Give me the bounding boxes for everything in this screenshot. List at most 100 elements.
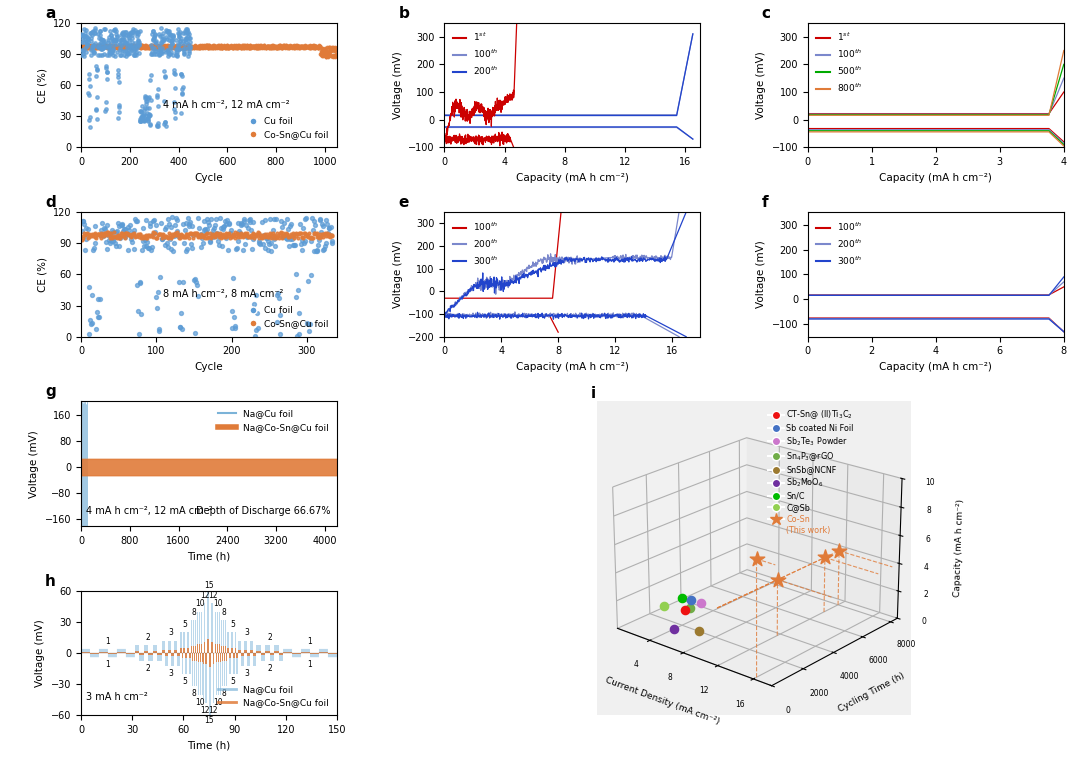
Point	[233, 42, 251, 54]
Point	[248, 40, 266, 52]
Point	[109, 64, 126, 76]
Point	[194, 42, 212, 54]
Point	[153, 231, 171, 244]
Point	[268, 289, 285, 301]
Point	[247, 40, 265, 52]
Point	[100, 234, 118, 247]
Point	[248, 40, 266, 53]
Point	[133, 307, 150, 320]
Point	[178, 228, 195, 240]
Point	[146, 40, 163, 53]
Point	[231, 41, 248, 53]
Point	[289, 40, 307, 53]
Point	[284, 41, 301, 53]
Point	[225, 41, 242, 53]
Point	[108, 40, 124, 52]
Point	[243, 224, 260, 236]
Point	[165, 67, 183, 79]
Point	[251, 42, 268, 54]
Point	[91, 230, 108, 242]
Point	[110, 41, 127, 53]
Point	[106, 39, 123, 51]
Point	[285, 39, 302, 51]
Point	[239, 231, 256, 243]
Point	[225, 311, 242, 323]
Point	[86, 37, 104, 49]
Point	[270, 42, 287, 54]
Point	[119, 244, 136, 256]
Point	[178, 42, 195, 54]
Point	[160, 41, 177, 53]
Point	[127, 46, 145, 59]
Point	[126, 41, 144, 53]
Point	[133, 40, 150, 52]
Point	[98, 228, 116, 240]
Point	[205, 40, 222, 52]
Point	[112, 219, 130, 231]
Point	[106, 49, 123, 62]
Point	[279, 41, 296, 53]
Point	[257, 232, 274, 244]
Point	[315, 43, 333, 55]
Point	[151, 42, 168, 54]
Point	[293, 41, 310, 53]
Point	[295, 237, 312, 249]
Point	[80, 68, 97, 81]
Point	[118, 41, 135, 53]
Point	[117, 231, 134, 244]
Point	[127, 40, 145, 52]
Point	[279, 40, 296, 52]
Point	[92, 42, 109, 54]
Point	[274, 230, 292, 242]
Point	[98, 65, 116, 78]
Point	[289, 284, 307, 296]
Point	[156, 40, 173, 53]
Point	[77, 221, 94, 234]
Point	[139, 40, 157, 52]
Point	[113, 40, 131, 53]
Point	[75, 40, 92, 53]
Point	[103, 41, 120, 53]
Point	[294, 41, 311, 53]
Point	[293, 227, 310, 239]
Point	[114, 40, 132, 52]
Point	[131, 36, 148, 48]
Point	[103, 41, 120, 53]
Point	[273, 42, 291, 54]
Point	[258, 228, 275, 240]
Point	[201, 227, 218, 239]
Point	[181, 41, 199, 53]
Point	[148, 37, 165, 49]
Point	[305, 232, 322, 244]
Point	[286, 40, 303, 52]
Point	[152, 22, 170, 34]
Point	[80, 40, 97, 53]
Point	[102, 25, 119, 37]
Point	[173, 41, 190, 53]
Point	[291, 228, 308, 240]
Point	[90, 228, 107, 240]
Point	[153, 233, 171, 245]
Point	[192, 230, 210, 242]
Point	[78, 40, 95, 52]
Point	[294, 231, 311, 243]
Point	[94, 43, 111, 56]
Point	[149, 119, 166, 132]
Point	[93, 41, 110, 53]
Point	[254, 40, 271, 53]
Point	[163, 29, 180, 41]
Point	[283, 41, 300, 53]
Point	[271, 41, 288, 53]
Point	[207, 229, 225, 241]
Point	[110, 76, 127, 88]
Point	[170, 43, 187, 55]
Point	[322, 46, 339, 59]
Point	[173, 41, 190, 53]
Point	[172, 34, 189, 46]
Point	[148, 42, 165, 54]
Point	[224, 231, 241, 244]
Point	[158, 39, 175, 51]
Point	[188, 40, 205, 53]
Point	[266, 40, 283, 52]
Point	[249, 42, 267, 54]
